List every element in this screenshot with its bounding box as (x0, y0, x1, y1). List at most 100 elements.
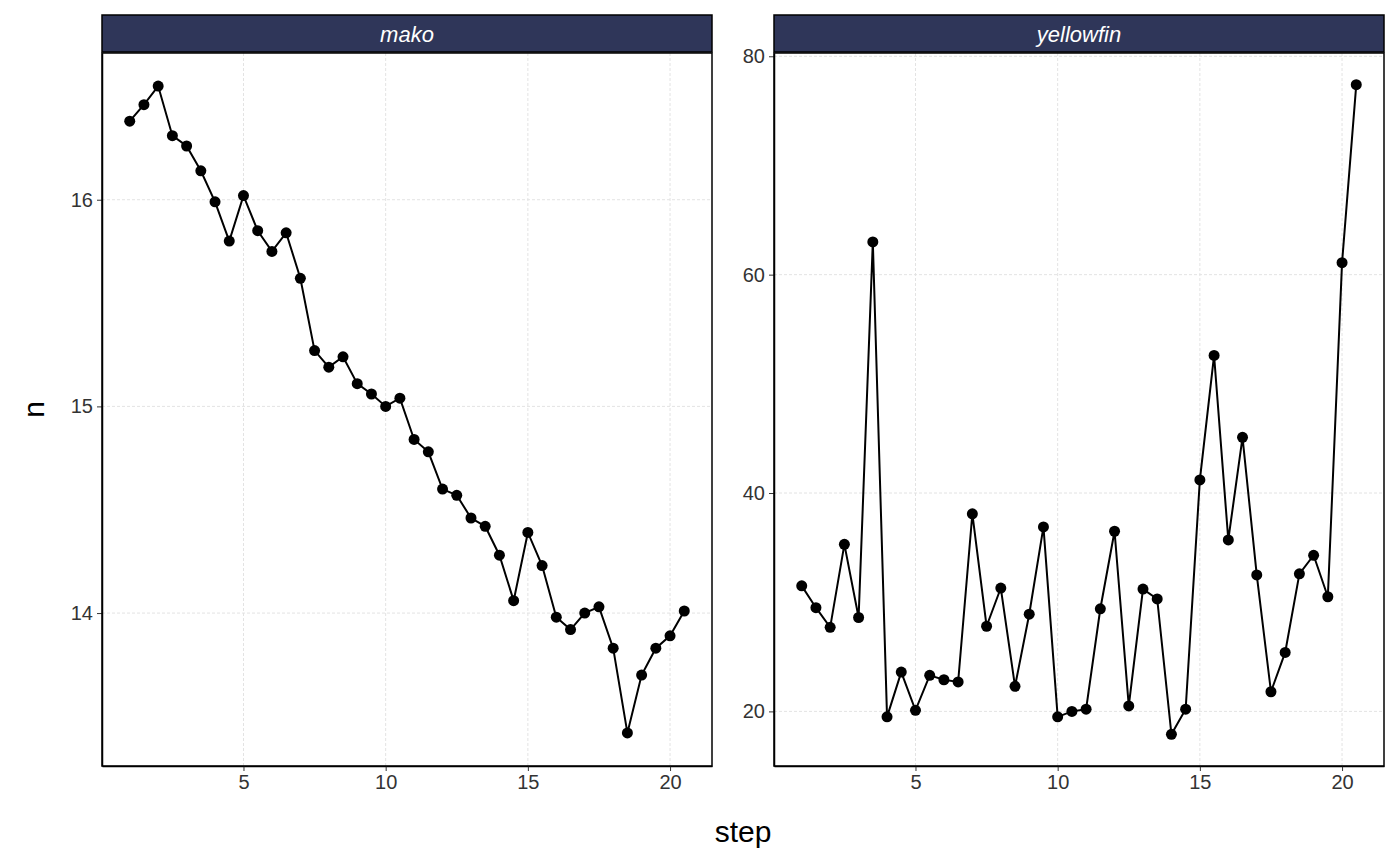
point (650, 643, 661, 654)
strip (102, 15, 712, 52)
point (537, 560, 548, 571)
point (309, 345, 320, 356)
point (224, 236, 235, 247)
tick: 15 (71, 395, 102, 417)
tick-label: 15 (71, 395, 93, 417)
point (938, 674, 949, 685)
point (451, 490, 462, 501)
point (1152, 593, 1163, 604)
point (366, 389, 377, 400)
tick-label: 20 (659, 771, 681, 793)
point (124, 116, 135, 127)
point (480, 521, 491, 532)
tick: 15 (1189, 766, 1211, 793)
point (1166, 729, 1177, 740)
point (825, 622, 836, 633)
grid-line (102, 406, 712, 407)
grid-line (102, 199, 712, 200)
panel-frame (102, 53, 712, 766)
tick: 40 (743, 482, 774, 504)
tick: 10 (1047, 766, 1069, 793)
tick-label: 15 (517, 771, 539, 793)
point (295, 273, 306, 284)
tick-label: 80 (743, 45, 765, 67)
point (622, 727, 633, 738)
point (839, 539, 850, 550)
point (1280, 647, 1291, 658)
point (1294, 568, 1305, 579)
tick: 20 (743, 700, 774, 722)
point (394, 393, 405, 404)
point (1322, 591, 1333, 602)
grid-line (1057, 53, 1058, 766)
point (896, 667, 907, 678)
point (181, 141, 192, 152)
point (910, 705, 921, 716)
point (423, 446, 434, 457)
tick: 20 (659, 766, 681, 793)
tick-label: 16 (71, 189, 93, 211)
point (593, 601, 604, 612)
grid (774, 53, 1384, 766)
point (1109, 526, 1120, 537)
point (608, 643, 619, 654)
point (1123, 700, 1134, 711)
tick: 20 (1331, 766, 1353, 793)
point (167, 130, 178, 141)
strip-label: mako (380, 22, 434, 47)
point (195, 165, 206, 176)
x-axis: 5101520 (103, 766, 713, 793)
point (1137, 584, 1148, 595)
point (210, 196, 221, 207)
point (1052, 711, 1063, 722)
tick-label: 20 (1331, 771, 1353, 793)
y-axis: 14 15 16 (71, 54, 103, 767)
grid-line (243, 53, 244, 766)
grid-line (915, 53, 916, 766)
tick-label: 14 (71, 602, 93, 624)
point (953, 676, 964, 687)
point (1351, 79, 1362, 90)
panel (102, 53, 712, 766)
grid-line (102, 613, 712, 614)
tick-label: 10 (1047, 771, 1069, 793)
marks (124, 81, 690, 739)
point (579, 608, 590, 619)
tick-label: 20 (743, 700, 765, 722)
point (1265, 686, 1276, 697)
tick-label: 40 (743, 482, 765, 504)
tick: 60 (743, 264, 774, 286)
point (995, 583, 1006, 594)
point (1194, 474, 1205, 485)
strip-label: yellowfin (1035, 22, 1121, 47)
tick-label: 5 (910, 771, 921, 793)
point (465, 513, 476, 524)
point (636, 670, 647, 681)
point (153, 81, 164, 92)
point (810, 602, 821, 613)
grid-line (774, 56, 1384, 57)
point (1251, 569, 1262, 580)
point (138, 99, 149, 110)
point (1081, 704, 1092, 715)
point (494, 550, 505, 561)
point (281, 227, 292, 238)
grid-line (1199, 53, 1200, 766)
tick: 15 (517, 766, 539, 793)
tick: 10 (375, 766, 397, 793)
grid-line (774, 274, 1384, 275)
x-axis-title: step (715, 815, 772, 848)
point (551, 612, 562, 623)
point (565, 624, 576, 635)
point (1010, 681, 1021, 692)
point (238, 190, 249, 201)
tick-label: 15 (1189, 771, 1211, 793)
point (522, 527, 533, 538)
point (679, 606, 690, 617)
point (1095, 603, 1106, 614)
tick: 16 (71, 189, 102, 211)
point (1209, 350, 1220, 361)
grid-line (670, 53, 671, 766)
grid-line (774, 493, 1384, 494)
point (1024, 609, 1035, 620)
